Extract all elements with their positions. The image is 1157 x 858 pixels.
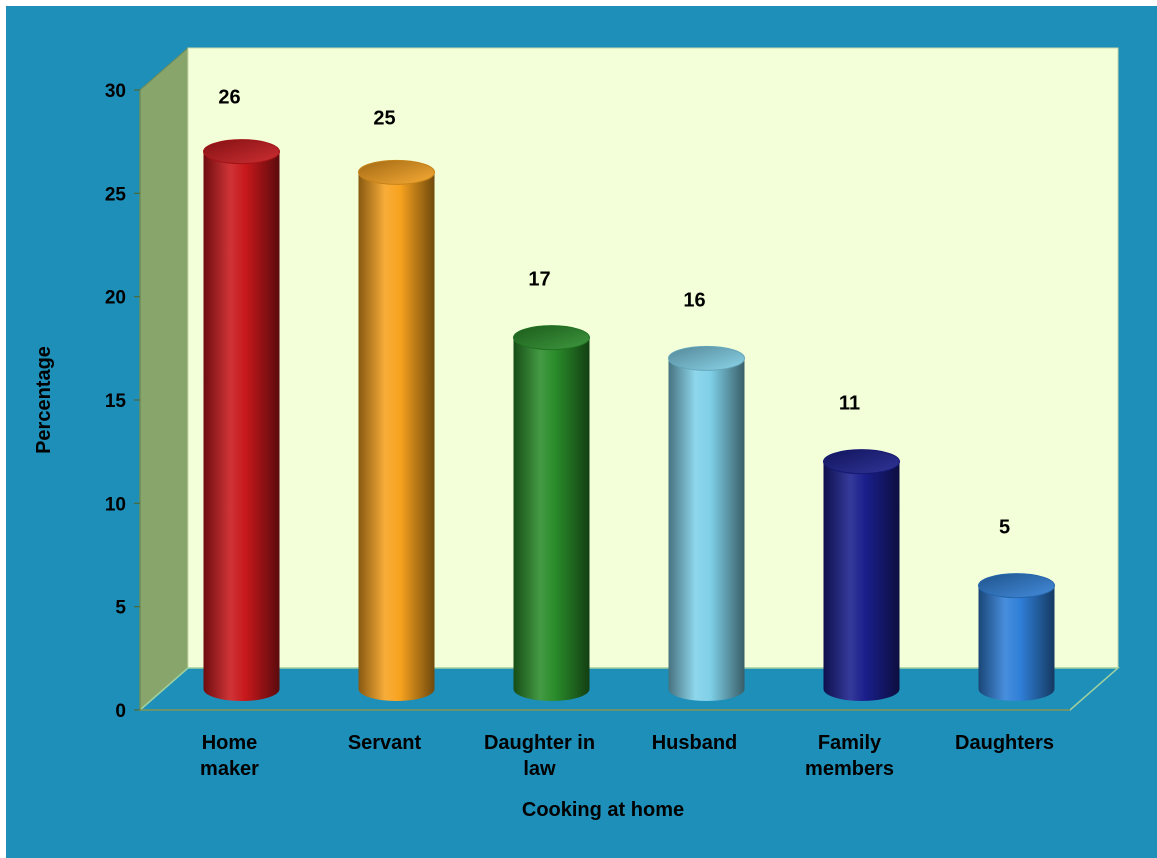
y-tick-label: 30 (105, 81, 126, 102)
bar-0 (203, 139, 280, 701)
y-tick-label: 20 (105, 288, 126, 309)
value-label-4: 11 (839, 393, 860, 415)
category-label-0: maker (200, 758, 259, 780)
bar-body (358, 172, 435, 702)
bar-body (978, 585, 1055, 701)
value-labels: 26 25 17 16 11 5 (218, 87, 1010, 539)
y-tick-label: 0 (115, 701, 126, 722)
bar-series (203, 139, 1055, 702)
y-axis-title: Percentage (33, 346, 55, 454)
y-tick-label: 5 (115, 598, 126, 619)
category-label-0: Home (202, 732, 258, 754)
bar-top (203, 139, 280, 165)
back-wall (187, 47, 1119, 669)
bar-top (668, 345, 745, 371)
category-label-4: Family (818, 732, 882, 754)
bar-top (513, 325, 590, 351)
bar-3 (668, 345, 745, 701)
bar-4 (823, 449, 900, 701)
y-tick-label: 10 (105, 494, 126, 515)
value-label-0: 26 (218, 87, 240, 109)
y-tick-label: 25 (105, 184, 127, 205)
bar-body (823, 461, 900, 701)
x-axis-title: Cooking at home (522, 799, 684, 821)
category-label-4: members (805, 758, 894, 780)
y-axis: 0 5 10 15 20 25 30 (105, 81, 1070, 722)
category-label-1: Servant (348, 732, 422, 754)
floor (138, 667, 1120, 711)
value-label-1: 25 (373, 107, 395, 129)
bar-1 (358, 159, 435, 702)
value-label-5: 5 (999, 517, 1010, 539)
category-label-5: Daughters (955, 732, 1054, 754)
bar-top (978, 573, 1055, 599)
value-label-2: 17 (528, 269, 550, 291)
category-label-2: law (523, 758, 556, 780)
category-label-2: Daughter in (484, 732, 595, 754)
y-tick-label: 15 (105, 391, 127, 412)
bar-body (513, 337, 590, 701)
bar-top (823, 449, 900, 475)
category-labels: Home maker Servant Daughter in law Husband Fam… (200, 732, 1054, 780)
bar-body (203, 151, 280, 701)
bar-top (358, 159, 435, 185)
value-label-3: 16 (683, 289, 705, 311)
bar-5 (978, 573, 1055, 701)
category-label-3: Husband (652, 732, 738, 754)
bar-body (668, 358, 745, 701)
chart-walls (138, 46, 1120, 712)
side-wall (139, 46, 189, 712)
bar-2 (513, 325, 590, 701)
